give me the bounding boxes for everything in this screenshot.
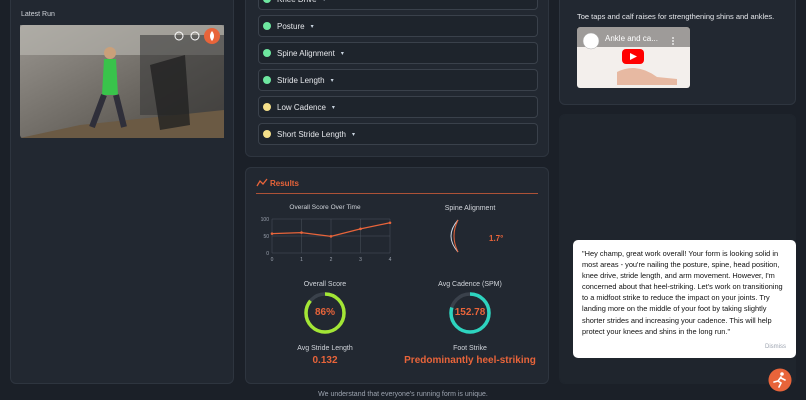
cadence-value: 152.78 (454, 307, 486, 318)
score-chart: Overall Score Over Time 0 50 100 0 1 2 3 4 (261, 204, 392, 262)
score-value: 86% (314, 307, 335, 318)
label: Avg Stride Length (297, 345, 353, 352)
score-point (388, 221, 392, 225)
chat-bubble: "Hey champ, great work overall! Your for… (573, 240, 796, 358)
score-arc (304, 292, 346, 334)
spine-gauge (450, 219, 459, 253)
label: Foot Strike (453, 345, 487, 352)
x-tick-label: 3 (359, 257, 362, 262)
divider (256, 193, 538, 194)
issue-item[interactable]: Stride Length ▾ (258, 69, 538, 91)
x-tick-label: 2 (330, 257, 333, 262)
status-dot (263, 103, 271, 111)
chevron: ▾ (340, 50, 344, 57)
status-dot (263, 76, 271, 84)
results-icon (256, 178, 268, 187)
issue-item[interactable]: Posture ▾ (258, 15, 538, 37)
foot-strike-value: Predominantly heel-striking (404, 355, 536, 366)
stride-value: 0.132 (312, 355, 338, 366)
dismiss-button[interactable]: Dismiss (765, 344, 786, 350)
score-point (329, 235, 333, 238)
issue-item[interactable]: Low Cadence ▾ (258, 96, 538, 118)
chevron: ▾ (323, 0, 326, 3)
y-tick-label: 0 (266, 251, 269, 257)
x-tick-label: 4 (389, 257, 392, 262)
issue-label: Spine Alignment (277, 48, 335, 58)
status-dot (263, 130, 271, 138)
issue-item[interactable]: Spine Alignment ▾ (258, 42, 538, 64)
video-thumbnail[interactable] (577, 27, 690, 88)
issue-label: Knee Drive (277, 0, 317, 4)
score-point (359, 227, 362, 231)
y-tick-label: 100 (261, 217, 270, 223)
chevron: ▾ (330, 77, 334, 84)
chat-button[interactable] (768, 368, 792, 392)
label: Spine Alignment (444, 205, 496, 212)
spine-value: 1.7° (489, 234, 504, 243)
exercise-text: Toe taps and calf raises for strengtheni… (577, 12, 775, 21)
issue-item[interactable]: Knee Drive ▾ (258, 0, 538, 10)
issue-label: Posture (277, 21, 305, 31)
video-title: Ankle and ca... (605, 34, 658, 43)
chevron: ▾ (310, 23, 314, 30)
label: Overall Score (303, 281, 347, 288)
video[interactable] (20, 25, 224, 138)
score-point (270, 232, 274, 235)
chart-title: Overall Score Over Time (289, 204, 361, 211)
cadence-ring (449, 292, 491, 334)
issue-label: Low Cadence (277, 102, 326, 112)
panel-title: Latest Run (21, 11, 55, 18)
y-tick-label: 50 (263, 234, 269, 240)
status-dot (263, 49, 271, 57)
x-tick-label: 0 (271, 257, 274, 262)
x-tick-label: 1 (300, 257, 303, 262)
score-ring (304, 292, 346, 334)
chevron: ▾ (331, 104, 335, 111)
score-point (300, 231, 303, 234)
chevron: ▾ (351, 131, 355, 138)
issue-label: Short Stride Length (277, 129, 346, 139)
issue-item[interactable]: Short Stride Length ▾ (258, 123, 538, 145)
status-dot (263, 0, 271, 3)
results-title: Results (270, 179, 299, 188)
issue-label: Stride Length (277, 75, 325, 85)
chat-message: "Hey champ, great work overall! Your for… (582, 249, 783, 336)
footer: We understand that everyone's running fo… (318, 391, 488, 398)
label: Avg Cadence (SPM) (438, 281, 502, 288)
results-panel (245, 167, 549, 384)
status-dot (263, 22, 271, 30)
